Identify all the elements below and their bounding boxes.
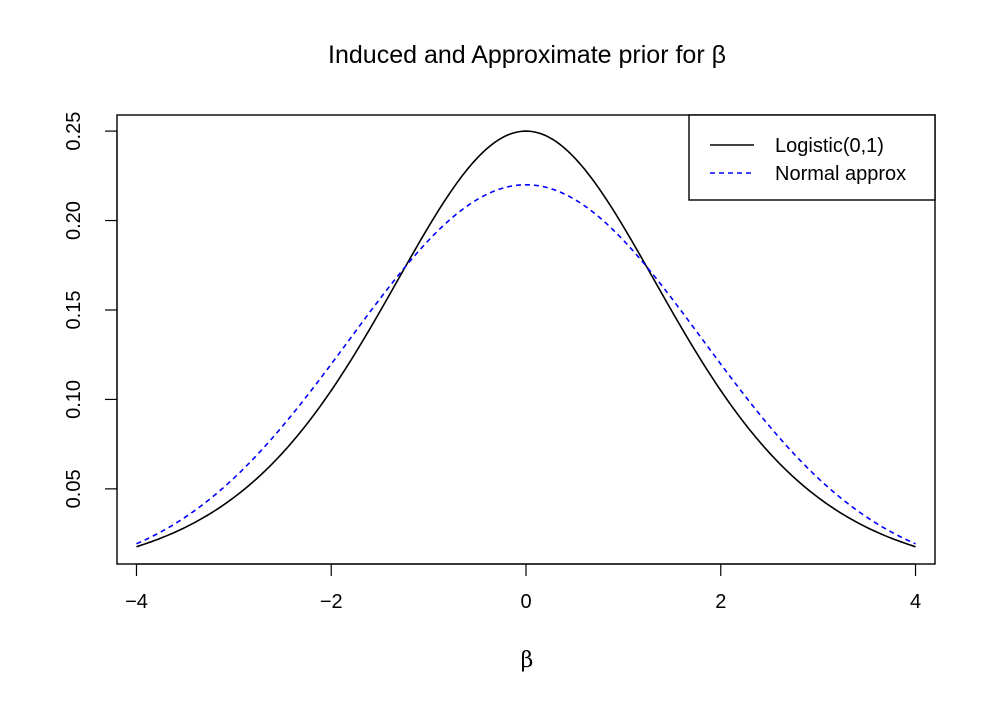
y-tick-label: 0.05 xyxy=(63,469,85,508)
x-tick-label: −4 xyxy=(125,591,148,613)
legend-box xyxy=(688,114,936,201)
y-tick-label: 0.25 xyxy=(63,112,85,151)
x-axis-label: β xyxy=(521,648,534,673)
chart-title: Induced and Approximate prior for β xyxy=(328,41,726,69)
x-tick-label: −2 xyxy=(320,591,343,613)
x-tick-label: 2 xyxy=(715,591,726,613)
y-axis: 0.05 0.10 0.15 0.20 0.25 xyxy=(63,112,118,508)
x-tick-label: 0 xyxy=(520,591,531,613)
x-axis: −4 −2 0 2 4 xyxy=(125,563,921,613)
y-tick-label: 0.15 xyxy=(63,291,85,330)
series-line-normal xyxy=(136,183,916,545)
series-line-logistic xyxy=(136,130,916,548)
plot-area xyxy=(136,130,916,548)
y-tick-label: 0.20 xyxy=(63,201,85,240)
legend: Logistic(0,1) Normal approx xyxy=(688,114,936,201)
x-tick-label: 4 xyxy=(910,591,921,613)
y-tick-label: 0.10 xyxy=(63,380,85,419)
legend-label-logistic: Logistic(0,1) xyxy=(775,135,884,157)
legend-label-normal: Normal approx xyxy=(775,163,906,185)
